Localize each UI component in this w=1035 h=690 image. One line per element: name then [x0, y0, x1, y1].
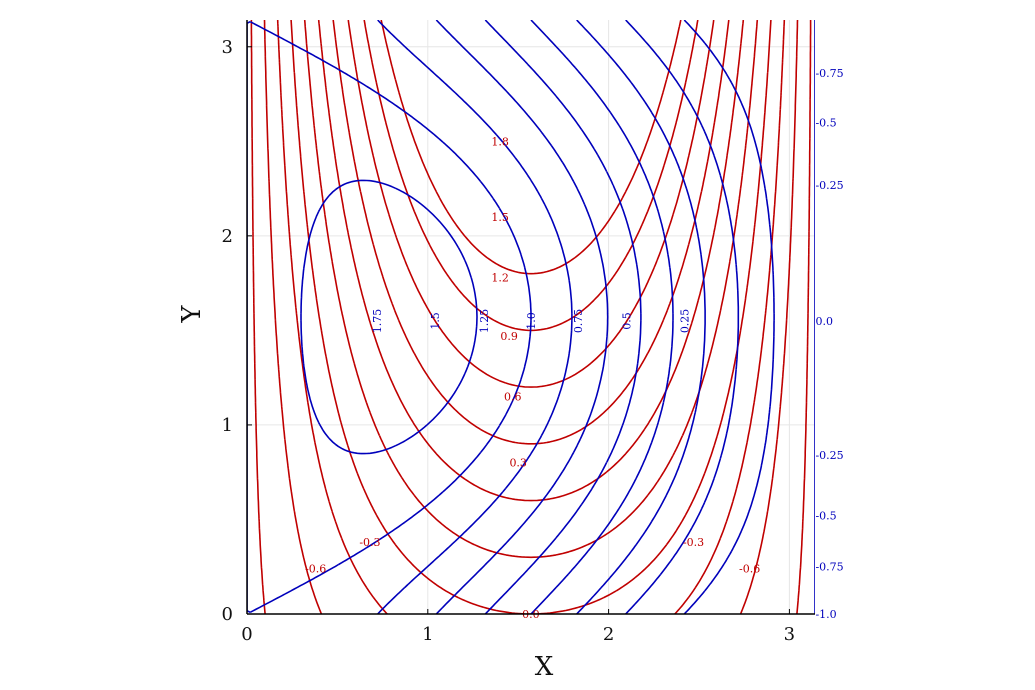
red-contour-line	[347, 20, 715, 388]
contour-label: -0.25	[815, 179, 843, 192]
red-contour-line	[263, 20, 799, 614]
contour-label: 1.25	[478, 309, 491, 334]
contour-label: -0.25	[815, 449, 843, 462]
contour-label: -0.6	[739, 563, 760, 576]
contour-label: -0.3	[683, 536, 704, 549]
red-contour-line	[363, 20, 699, 332]
x-tick-label: 0	[241, 624, 252, 645]
red-contour-line	[250, 20, 812, 614]
y-axis-title: Y	[177, 305, 207, 324]
contour-label: 1.5	[491, 211, 509, 224]
contour-label: 1.2	[491, 271, 509, 284]
blue-contour-line	[530, 20, 674, 614]
contour-label: -0.6	[305, 563, 326, 576]
blue-contour-line	[377, 20, 573, 614]
y-tick-label: 0	[222, 604, 233, 625]
x-axis-title: X	[535, 652, 554, 682]
blue-contour-line	[625, 20, 740, 614]
contour-labels: 1.8 1.5 1.2 0.9 0.6 0.3 0.0 -0.3 -0.6 -0.3 -0.6 1.7…	[305, 67, 844, 621]
contour-label: 0.6	[504, 391, 522, 404]
red-contour-line	[276, 20, 786, 614]
x-tick-label: 3	[784, 624, 795, 645]
blue-contour-line	[683, 20, 775, 614]
axes: 0 1 2 3 0 1 2 3	[222, 20, 815, 645]
contour-label: -0.75	[815, 561, 843, 574]
contour-label: 1.75	[371, 309, 384, 334]
contour-label: 1.8	[491, 135, 509, 148]
contour-label: -1.0	[815, 608, 836, 621]
y-tick-label: 2	[222, 226, 233, 247]
x-tick-label: 1	[422, 624, 433, 645]
contour-lines	[247, 20, 815, 614]
y-tick-label: 1	[222, 415, 233, 436]
red-contour-line	[332, 20, 730, 445]
blue-contour-line	[435, 20, 609, 614]
contour-label: -0.5	[815, 116, 836, 129]
contour-label: 1.5	[429, 312, 442, 330]
contour-label: 1.0	[525, 312, 538, 330]
contour-label: 0.3	[509, 457, 527, 470]
blue-contour-line	[247, 20, 532, 614]
blue-contour-line	[576, 20, 706, 614]
blue-contour-line	[300, 179, 478, 455]
contour-label: 0.0	[815, 315, 833, 328]
x-tick-label: 2	[603, 624, 614, 645]
contour-label: 0.25	[679, 309, 692, 334]
contour-label: 0.9	[500, 330, 518, 343]
contour-label: 0.5	[621, 312, 634, 330]
red-contour-line	[317, 20, 745, 502]
red-contour-line	[290, 20, 772, 614]
contour-label: -0.5	[815, 510, 836, 523]
contour-label: 0.75	[572, 309, 585, 334]
contour-label: -0.3	[359, 536, 380, 549]
blue-contour-line	[484, 20, 642, 614]
red-contour-line	[303, 20, 759, 559]
contour-label: -0.75	[815, 67, 843, 80]
y-tick-label: 3	[222, 37, 233, 58]
